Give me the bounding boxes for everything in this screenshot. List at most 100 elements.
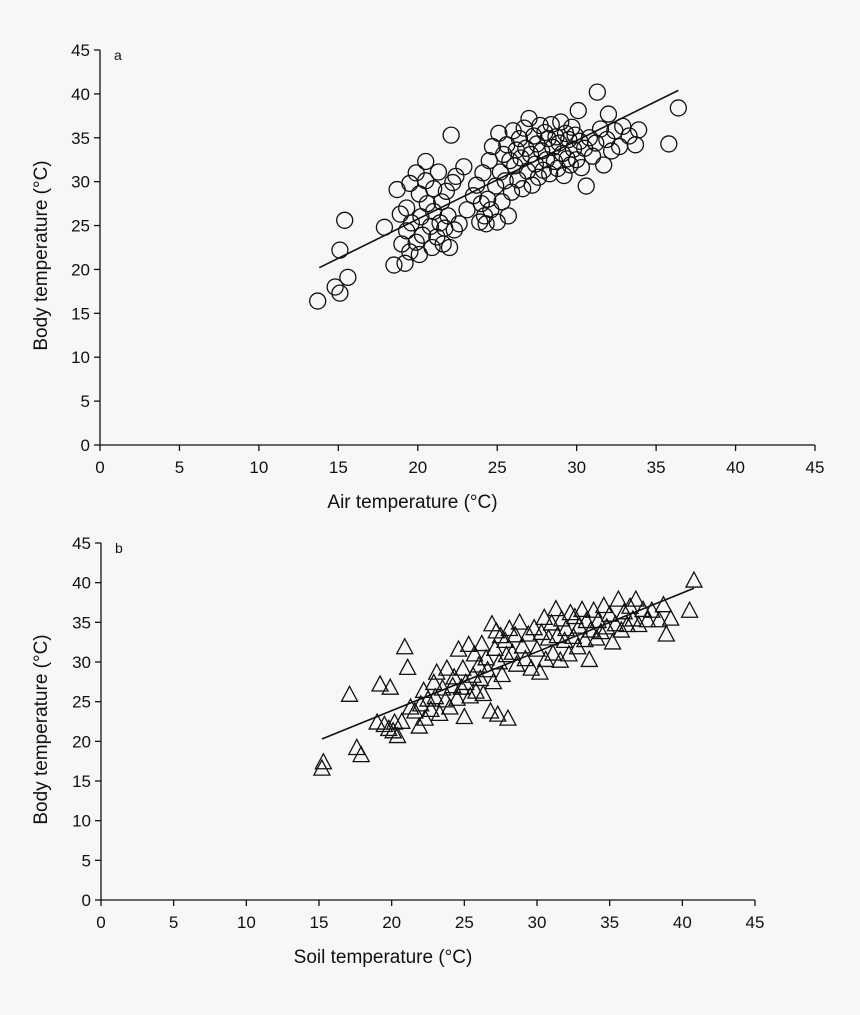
data-point-b — [385, 712, 404, 730]
data-point-b — [437, 658, 456, 676]
data-point-b — [507, 654, 526, 672]
x-tick-label-a: 35 — [647, 458, 666, 477]
data-point-b — [510, 612, 529, 630]
data-point-a — [458, 201, 476, 219]
data-point-a — [544, 138, 562, 157]
data-point-b — [684, 570, 704, 588]
data-point-b — [495, 630, 515, 649]
data-point-a — [569, 101, 587, 120]
data-point-b — [654, 595, 673, 613]
x-tick-label-b: 25 — [455, 913, 474, 932]
y-tick-label-b: 5 — [82, 851, 91, 870]
x-tick-label-b: 15 — [310, 913, 329, 932]
data-point-a — [550, 134, 568, 152]
data-point-b — [618, 615, 637, 633]
data-point-b — [445, 667, 464, 685]
data-point-b — [575, 630, 595, 648]
x-tick-label-a: 5 — [175, 458, 184, 477]
data-point-b — [453, 658, 472, 676]
data-point-a — [401, 243, 419, 261]
x-axis-title-a: Air temperature (°C) — [327, 492, 497, 513]
data-point-a — [445, 221, 463, 239]
data-point-b — [577, 611, 596, 629]
data-point-a — [602, 142, 621, 160]
data-point-b — [612, 620, 631, 638]
data-point-a — [440, 238, 459, 257]
data-point-a — [396, 254, 414, 272]
x-tick-label-a: 25 — [488, 458, 507, 477]
data-point-b — [440, 697, 459, 715]
data-point-b — [340, 684, 359, 702]
x-tick-label-b: 35 — [600, 913, 619, 932]
data-point-b — [591, 622, 611, 640]
data-point-b — [471, 669, 490, 687]
data-point-b — [426, 687, 445, 705]
data-point-b — [513, 636, 532, 654]
data-point-a — [520, 109, 538, 128]
x-tick-label-a: 15 — [329, 458, 348, 477]
data-point-b — [433, 678, 452, 696]
data-point-b — [543, 643, 563, 661]
data-point-a — [669, 99, 688, 117]
data-point-b — [552, 609, 571, 627]
data-point-a — [563, 118, 581, 136]
data-point-a — [432, 193, 451, 211]
data-point-b — [488, 704, 507, 722]
x-tick-label-b: 20 — [382, 913, 401, 932]
data-point-b — [561, 603, 580, 621]
data-point-b — [411, 694, 430, 712]
data-point-b — [587, 628, 606, 646]
data-point-a — [494, 145, 513, 164]
panel-label-b: b — [115, 540, 123, 556]
y-tick-label-a: 0 — [81, 436, 90, 455]
data-point-b — [551, 650, 570, 668]
data-point-a — [331, 241, 349, 259]
y-tick-label-b: 0 — [82, 891, 91, 910]
trendline-a — [318, 89, 679, 269]
data-point-b — [626, 589, 645, 607]
data-point-a — [491, 163, 510, 181]
data-point-a — [583, 147, 602, 165]
x-tick-label-b: 5 — [169, 913, 178, 932]
data-point-b — [638, 610, 657, 628]
data-point-b — [600, 604, 619, 622]
data-point-a — [515, 119, 533, 137]
data-point-b — [481, 701, 500, 719]
data-point-b — [352, 745, 371, 763]
data-point-b — [680, 600, 699, 618]
x-tick-label-a: 0 — [95, 458, 104, 477]
data-point-b — [519, 624, 538, 642]
y-tick-label-a: 40 — [71, 85, 90, 104]
x-tick-label-a: 20 — [408, 458, 427, 477]
data-point-b — [472, 634, 491, 652]
data-point-a — [539, 130, 557, 148]
chart-panel-b: b Soil temperature (°C) Body temperature… — [31, 534, 764, 968]
y-tick-label-a: 35 — [71, 129, 90, 148]
data-point-b — [546, 599, 565, 617]
y-tick-label-a: 45 — [71, 41, 90, 60]
data-point-b — [370, 674, 390, 692]
data-point-a — [442, 126, 460, 144]
data-point-a — [499, 207, 517, 225]
data-point-b — [594, 596, 613, 614]
data-point-b — [615, 602, 634, 620]
data-point-b — [555, 630, 574, 649]
data-point-b — [503, 642, 522, 660]
x-axis-title-b: Soil temperature (°C) — [294, 947, 473, 968]
y-tick-label-a: 25 — [71, 217, 90, 236]
y-tick-label-b: 10 — [72, 812, 91, 831]
data-point-a — [513, 180, 532, 198]
data-point-b — [570, 616, 589, 634]
data-point-b — [314, 752, 333, 770]
data-point-b — [572, 600, 592, 618]
data-point-a — [425, 180, 443, 198]
data-point-b — [493, 665, 512, 683]
x-tick-label-a: 10 — [249, 458, 268, 477]
y-tick-label-a: 15 — [71, 304, 90, 323]
x-tick-label-b: 30 — [528, 913, 547, 932]
data-point-a — [450, 215, 468, 233]
data-point-a — [455, 158, 473, 176]
y-tick-label-a: 10 — [71, 348, 90, 367]
data-point-a — [542, 115, 560, 134]
